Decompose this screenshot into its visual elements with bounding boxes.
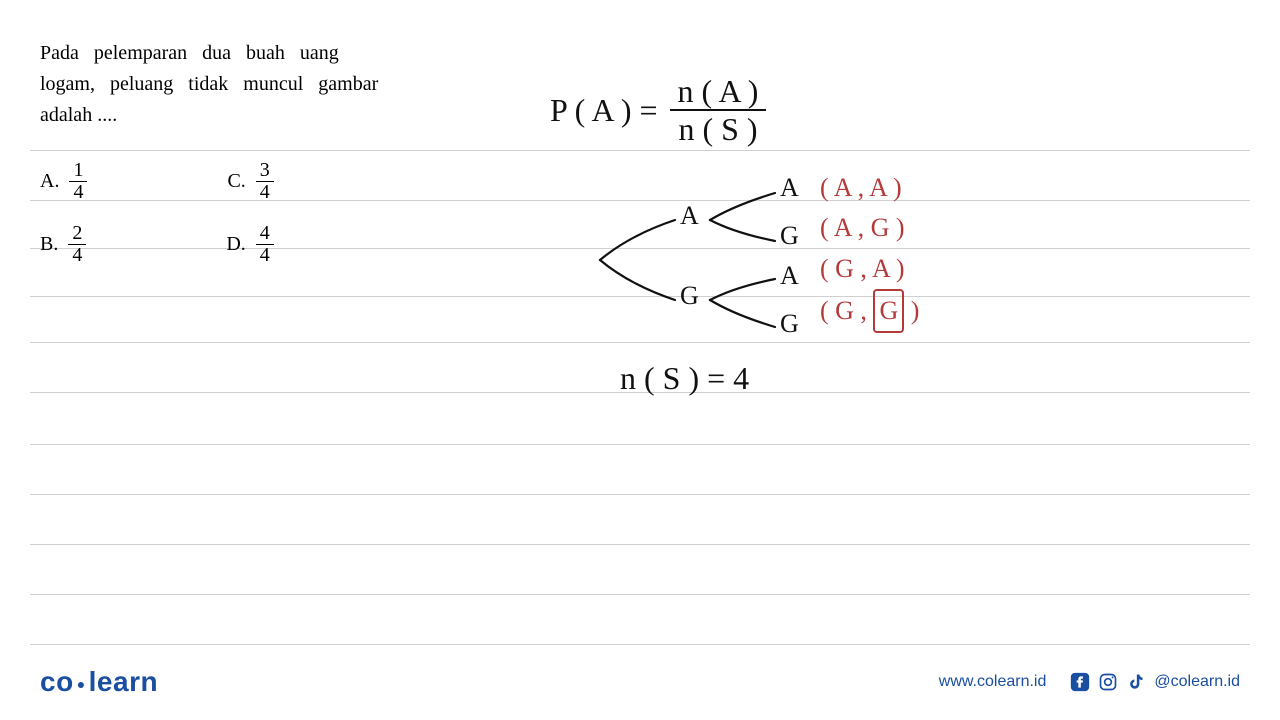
answer-options: A. 1 4 C. 3 4 B. 2 4 D. 4 4 [40,160,460,286]
outcome-aa: ( A , A ) [820,168,919,208]
outcome-gg: ( G , G ) [820,289,919,333]
formula-fraction: n ( A ) n ( S ) [670,75,767,145]
footer-handle: @colearn.id [1154,673,1240,691]
option-d-label: D. [226,233,245,256]
option-b: B. 2 4 [40,223,86,266]
option-c-fraction: 3 4 [256,160,274,203]
tree-l1-g: G [680,281,699,311]
instagram-icon [1098,672,1118,692]
footer-url: www.colearn.id [939,673,1047,691]
footer: co●learn www.colearn.id @colearn.id [40,666,1240,698]
option-c: C. 3 4 [227,160,273,203]
probability-formula: P ( A ) = n ( A ) n ( S ) [550,75,766,145]
question-line-2: logam, peluang tidak muncul gambar [40,69,460,100]
question-line-1: Pada pelemparan dua buah uang [40,38,460,69]
tree-diagram: A G A G A G [580,175,840,345]
outcome-ag: ( A , G ) [820,208,919,248]
tiktok-icon [1126,672,1146,692]
social-links: @colearn.id [1070,672,1240,692]
tree-l2-ag: G [780,221,799,251]
facebook-icon [1070,672,1090,692]
tree-l1-a: A [680,201,699,231]
option-d-fraction: 4 4 [256,223,274,266]
option-b-fraction: 2 4 [68,223,86,266]
brand-right: learn [89,666,158,697]
outcome-gg-boxed: G [873,289,904,333]
question-text: Pada pelemparan dua buah uang logam, pel… [40,38,460,131]
footer-right: www.colearn.id @colearn.id [939,672,1240,692]
option-a-fraction: 1 4 [69,160,87,203]
tree-l2-gg: G [780,309,799,339]
tree-l2-ga: A [780,261,799,291]
brand-logo: co●learn [40,666,158,698]
tree-l2-aa: A [780,173,799,203]
outcome-ga: ( G , A ) [820,249,919,289]
brand-dot-icon: ● [74,676,89,692]
option-d: D. 4 4 [226,223,273,266]
option-c-label: C. [227,170,245,193]
option-a-label: A. [40,170,59,193]
formula-lhs: P ( A ) = [550,92,658,129]
option-b-label: B. [40,233,58,256]
brand-left: co [40,666,74,697]
outcome-list: ( A , A ) ( A , G ) ( G , A ) ( G , G ) [820,168,919,333]
option-a: A. 1 4 [40,160,87,203]
n-of-s: n ( S ) = 4 [620,360,749,397]
question-line-3: adalah .... [40,100,460,131]
